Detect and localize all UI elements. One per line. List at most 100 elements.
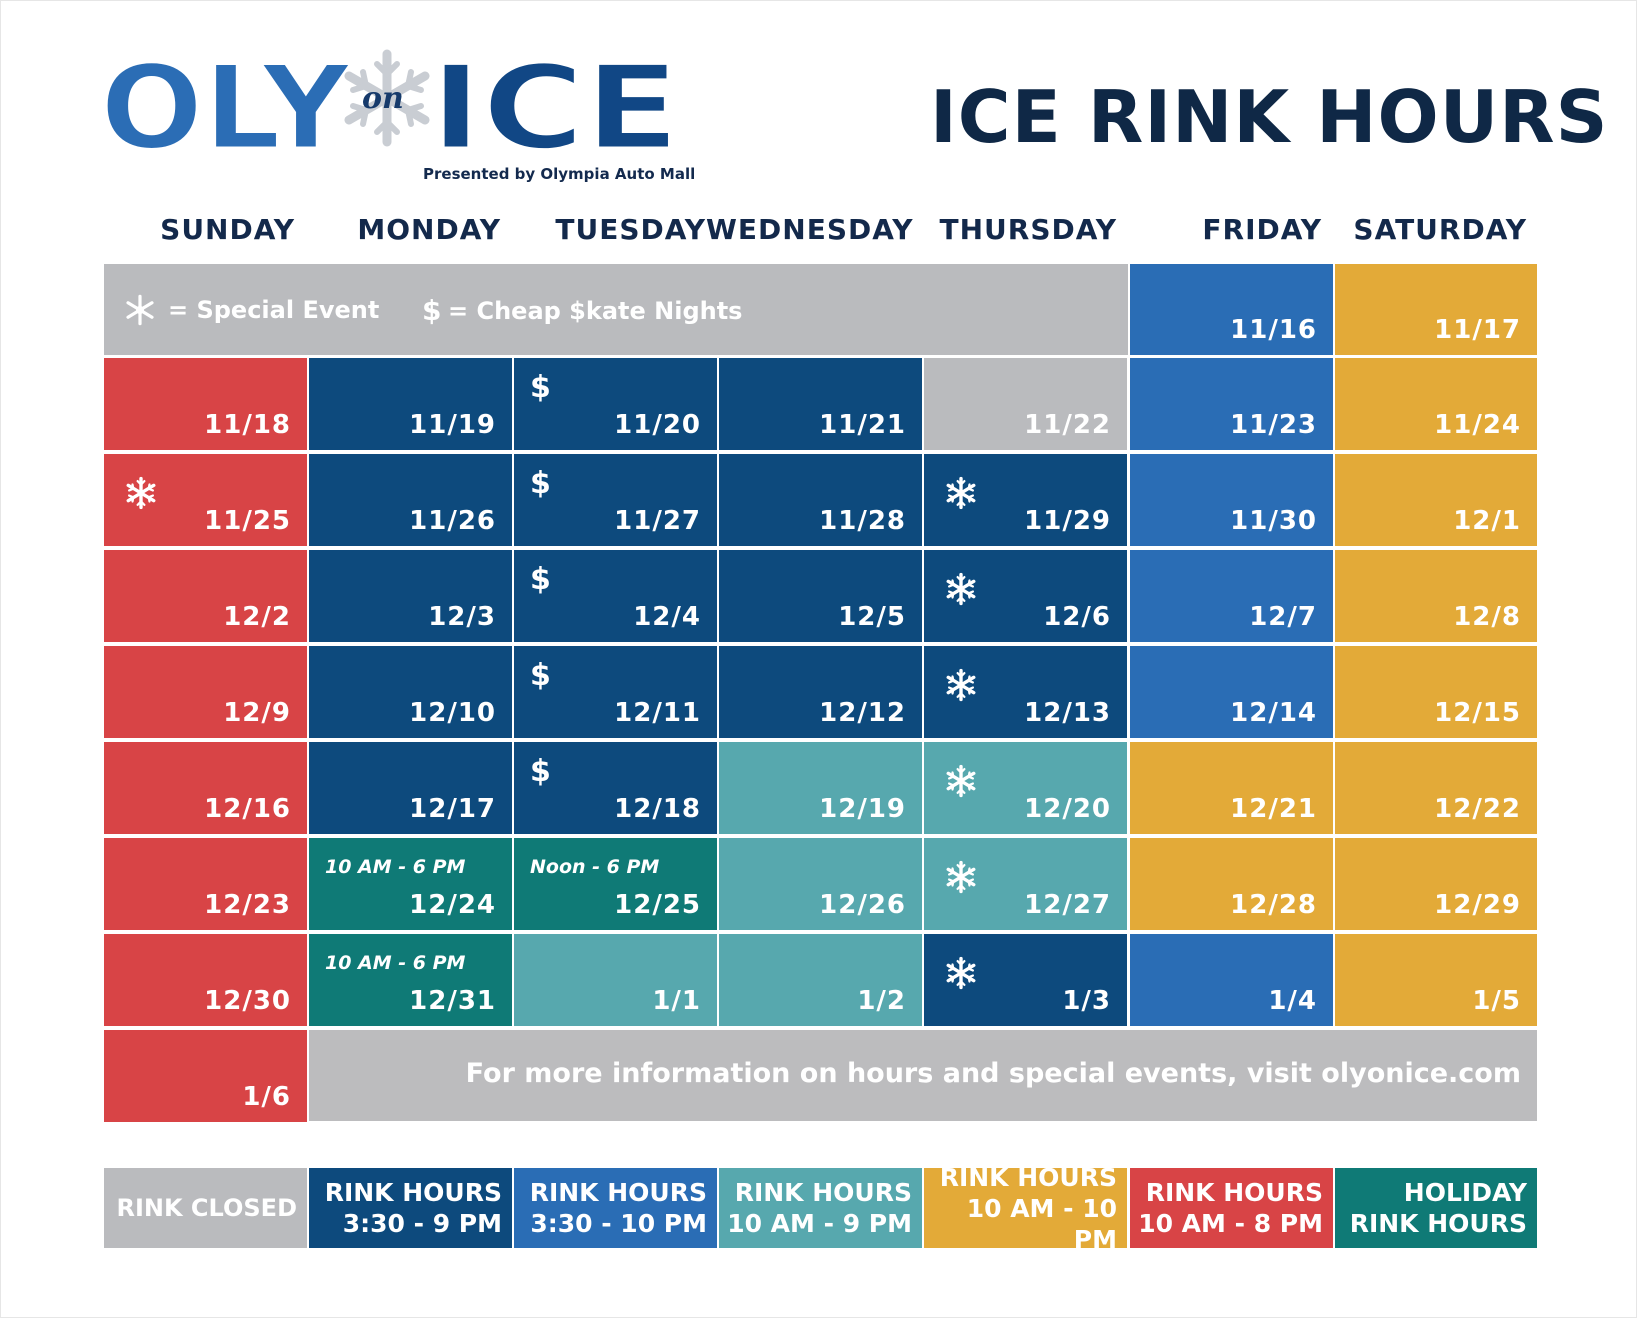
calendar-date-label: 12/5 (838, 602, 906, 632)
calendar-date-label: 1/6 (242, 1082, 291, 1112)
calendar-day-cell: 11/22 (924, 358, 1127, 450)
calendar-date-label: 11/21 (819, 410, 906, 440)
calendar-date-label: 12/3 (428, 602, 496, 632)
calendar-date-label: 12/10 (409, 698, 496, 728)
snowflake-icon (124, 476, 158, 510)
calendar-date-label: 12/28 (1230, 890, 1317, 920)
legend-line-2: 10 AM - 10 PM (966, 1193, 1117, 1254)
calendar-date-label: 12/23 (204, 890, 291, 920)
cheap-skate-key: = Cheap $kate Nights (448, 297, 743, 325)
calendar-day-cell: 12/14 (1130, 646, 1333, 738)
calendar-day-cell: 1/3 (924, 934, 1127, 1026)
calendar-day-cell: 10 AM - 6 PM 12/24 (309, 838, 512, 930)
weekday-header-tuesday: TUESDAY (555, 213, 706, 246)
calendar-date-label: 12/13 (1024, 698, 1111, 728)
legend-item-teal: RINK HOURS 10 AM - 9 PM (719, 1168, 922, 1248)
legend-item-navy: RINK HOURS 3:30 - 9 PM (309, 1168, 512, 1248)
calendar-day-cell: 12/29 (1335, 838, 1537, 930)
weekday-header-saturday: SATURDAY (1353, 213, 1527, 246)
calendar-date-label: 12/2 (223, 602, 291, 632)
snowflake-icon (944, 764, 978, 798)
snowflake-icon (944, 956, 978, 990)
calendar-date-label: 11/19 (409, 410, 496, 440)
holiday-hours-note: 10 AM - 6 PM (325, 952, 466, 974)
calendar-date-label: 11/28 (819, 506, 906, 536)
dollar-sign-icon: $ (530, 370, 551, 405)
calendar-day-cell: 12/7 (1130, 550, 1333, 642)
legend-key-bar: = Special Event $ = Cheap $kate Nights (104, 264, 1128, 355)
calendar-day-cell: 12/2 (104, 550, 307, 642)
calendar-date-label: 12/26 (819, 890, 906, 920)
oly-on-ice-logo: OLY on ICE (100, 40, 700, 190)
calendar-day-cell: 12/27 (924, 838, 1127, 930)
calendar-day-cell: 11/24 (1335, 358, 1537, 450)
calendar-day-cell: 12/1 (1335, 454, 1537, 546)
legend-line-1: RINK HOURS (734, 1178, 912, 1207)
calendar-day-cell: 1/5 (1335, 934, 1537, 1026)
calendar-day-cell: Noon - 6 PM 12/25 (514, 838, 717, 930)
calendar-day-cell: $11/20 (514, 358, 717, 450)
calendar-date-label: 12/27 (1024, 890, 1111, 920)
calendar-date-label: 12/9 (223, 698, 291, 728)
calendar-day-cell: 12/8 (1335, 550, 1537, 642)
logo-word-mid: on (362, 81, 404, 116)
calendar-date-label: 11/29 (1024, 506, 1111, 536)
calendar-day-cell: 12/21 (1130, 742, 1333, 834)
calendar-day-cell: 12/26 (719, 838, 922, 930)
calendar-date-label: 11/25 (204, 506, 291, 536)
calendar-day-cell: 11/23 (1130, 358, 1333, 450)
calendar-date-label: 11/18 (204, 410, 291, 440)
info-text: For more information on hours and specia… (465, 1058, 1521, 1089)
info-bar: For more information on hours and specia… (309, 1030, 1537, 1121)
calendar-date-label: 12/4 (633, 602, 701, 632)
logo-subtitle: Presented by Olympia Auto Mall (423, 165, 696, 183)
calendar-day-cell: 12/16 (104, 742, 307, 834)
calendar-day-cell: 11/16 (1130, 264, 1333, 355)
legend-line-1: RINK HOURS (324, 1178, 502, 1207)
calendar-date-label: 12/29 (1434, 890, 1521, 920)
calendar-day-cell: 11/19 (309, 358, 512, 450)
calendar-date-label: 12/11 (614, 698, 701, 728)
special-event-key: = Special Event (168, 296, 380, 324)
calendar-day-cell: 12/9 (104, 646, 307, 738)
calendar-date-label: 12/16 (204, 794, 291, 824)
legend-item-blue: RINK HOURS 3:30 - 10 PM (514, 1168, 717, 1248)
weekday-header-thursday: THURSDAY (939, 213, 1117, 246)
calendar-day-cell: 12/17 (309, 742, 512, 834)
calendar-day-cell: 1/2 (719, 934, 922, 1026)
calendar-date-label: 11/27 (614, 506, 701, 536)
legend-line-2: 10 AM - 9 PM (727, 1209, 912, 1238)
calendar-day-cell: 12/13 (924, 646, 1127, 738)
calendar-date-label: 12/17 (409, 794, 496, 824)
calendar-day-cell: 12/3 (309, 550, 512, 642)
snowflake-icon (344, 49, 430, 147)
calendar-date-label: 12/18 (614, 794, 701, 824)
legend-item-gold: RINK HOURS 10 AM - 10 PM (924, 1163, 1127, 1254)
calendar-date-label: 11/30 (1230, 506, 1317, 536)
calendar-date-label: 12/1 (1453, 506, 1521, 536)
dollar-sign-icon: $ (530, 466, 551, 501)
calendar-day-cell: 11/21 (719, 358, 922, 450)
calendar-day-cell: $12/4 (514, 550, 717, 642)
calendar-date-label: 1/2 (857, 986, 906, 1016)
calendar-day-cell: $12/18 (514, 742, 717, 834)
calendar-date-label: 12/14 (1230, 698, 1317, 728)
calendar-day-cell: 12/28 (1130, 838, 1333, 930)
calendar-day-cell: 1/6 (104, 1030, 307, 1122)
dollar-sign-icon: $ (530, 658, 551, 693)
dollar-sign-icon: $ (530, 562, 551, 597)
calendar-day-cell: 11/29 (924, 454, 1127, 546)
calendar-day-cell: 11/18 (104, 358, 307, 450)
calendar-date-label: 11/22 (1024, 410, 1111, 440)
calendar-day-cell: 11/30 (1130, 454, 1333, 546)
snowflake-icon (124, 294, 156, 326)
snowflake-icon (944, 668, 978, 702)
calendar-day-cell: 12/12 (719, 646, 922, 738)
legend-line-1: RINK HOURS (529, 1178, 707, 1207)
calendar-day-cell: 12/5 (719, 550, 922, 642)
calendar-date-label: 12/8 (1453, 602, 1521, 632)
dollar-sign-icon: $ (422, 294, 442, 327)
calendar-day-cell: 11/26 (309, 454, 512, 546)
calendar-date-label: 12/21 (1230, 794, 1317, 824)
calendar-date-label: 11/16 (1230, 315, 1317, 345)
